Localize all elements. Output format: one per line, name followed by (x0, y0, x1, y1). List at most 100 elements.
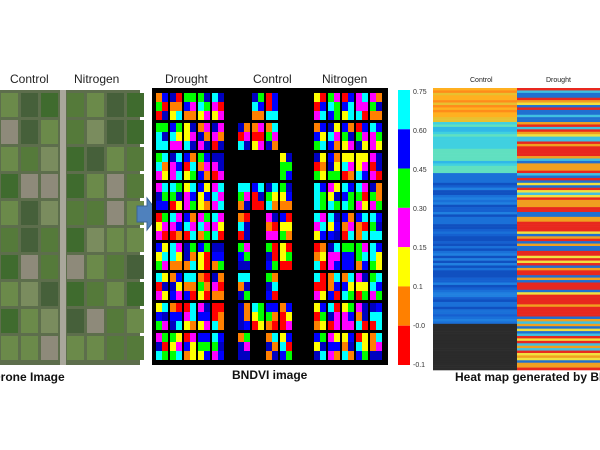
heat-row (517, 153, 600, 157)
plot-patch (342, 141, 348, 150)
plot-patch (244, 141, 250, 150)
plot (87, 309, 104, 333)
heat-row (517, 194, 600, 198)
plot-patch (198, 231, 204, 240)
heat-row (517, 321, 600, 325)
bndvi-image (152, 88, 388, 365)
heat-row (433, 367, 517, 371)
plot-patch (212, 93, 218, 102)
plot-patch (252, 312, 258, 321)
heat-row (433, 141, 517, 145)
plot-patch (162, 171, 168, 180)
plot-patch (176, 153, 182, 162)
heat-row (517, 202, 600, 205)
plot-patch (348, 273, 354, 282)
plot-patch (314, 342, 320, 351)
heat-row (433, 214, 517, 218)
plot-patch (272, 192, 278, 201)
plot-patch (370, 273, 376, 282)
plot-patch (204, 111, 210, 120)
plot-patch (362, 351, 368, 360)
plot (67, 228, 84, 252)
plot-patch (170, 303, 176, 312)
plot-patch (238, 351, 244, 360)
plot-patch (198, 222, 204, 231)
heat-row (517, 224, 600, 227)
plot-patch (238, 252, 244, 261)
plot (1, 228, 18, 252)
plot-patch (176, 231, 182, 240)
plot-patch (266, 333, 272, 342)
plot-patch (356, 252, 362, 261)
plot-patch (348, 213, 354, 222)
plot-patch (266, 111, 272, 120)
plot-patch (176, 123, 182, 132)
plot-patch (184, 102, 190, 111)
heat-row (433, 270, 517, 274)
plot-patch (198, 183, 204, 192)
plot-patch (328, 153, 334, 162)
heat-row (433, 321, 517, 325)
heat-row (517, 177, 600, 181)
heat-row (517, 301, 600, 305)
plot-patch (218, 291, 224, 300)
plot-patch (198, 282, 204, 291)
heat-row (517, 146, 600, 150)
plot-patch (170, 183, 176, 192)
heat-row (517, 204, 600, 208)
plot-patch (212, 213, 218, 222)
plot-patch (362, 342, 368, 351)
heat-row (433, 221, 517, 225)
heat-row (517, 180, 600, 184)
plot-patch (190, 201, 196, 210)
plot-patch (184, 171, 190, 180)
plot-patch (218, 123, 224, 132)
heat-row (517, 97, 600, 101)
plot-patch (162, 123, 168, 132)
plot-patch (204, 351, 210, 360)
plot-patch (356, 183, 362, 192)
plot-patch (244, 132, 250, 141)
heat-row (433, 129, 517, 133)
plot-patch (314, 183, 320, 192)
plot-patch (334, 213, 340, 222)
heat-row (517, 241, 600, 244)
plot-patch (176, 213, 182, 222)
plot-patch (190, 252, 196, 261)
plot-patch (328, 162, 334, 171)
heat-row (517, 304, 600, 308)
plot-patch (258, 123, 264, 132)
plot-patch (272, 183, 278, 192)
plot-patch (204, 141, 210, 150)
label: Control (253, 72, 292, 86)
plot-patch (198, 141, 204, 150)
heat-row (433, 297, 517, 300)
heat-row (517, 122, 600, 125)
plot (21, 174, 38, 198)
plot (107, 201, 124, 225)
plot-patch (266, 183, 272, 192)
plot-patch (184, 342, 190, 351)
plot-patch (280, 342, 286, 351)
plot-patch (370, 192, 376, 201)
plot-patch (356, 132, 362, 141)
heat-row (433, 182, 517, 186)
plot-patch (334, 102, 340, 111)
plot-patch (204, 93, 210, 102)
plot-patch (218, 153, 224, 162)
plot-patch (244, 321, 250, 330)
plot-patch (286, 222, 292, 231)
plot-patch (376, 183, 382, 192)
heat-row (433, 263, 517, 266)
plot-patch (376, 252, 382, 261)
plot-patch (244, 273, 250, 282)
plot-patch (176, 291, 182, 300)
plot-patch (176, 261, 182, 270)
plot-patch (362, 213, 368, 222)
plot-patch (272, 102, 278, 111)
heat-row (433, 88, 517, 91)
plot-patch (162, 282, 168, 291)
heat-row (433, 112, 517, 116)
plot-patch (204, 342, 210, 351)
plot-patch (328, 351, 334, 360)
